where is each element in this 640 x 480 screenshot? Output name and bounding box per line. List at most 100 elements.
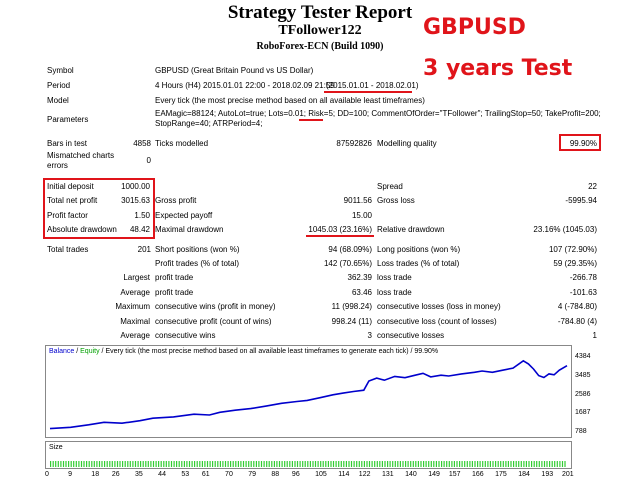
size-bar	[134, 461, 137, 467]
size-bar	[78, 461, 80, 467]
size-bar	[101, 461, 103, 467]
size-bar	[500, 461, 502, 467]
size-bar	[260, 461, 263, 467]
size-bar	[322, 461, 324, 467]
size-bar	[62, 461, 65, 467]
size-bar	[109, 461, 111, 467]
largest-loss: -266.78	[569, 273, 597, 282]
size-bar	[114, 461, 116, 467]
balance-line	[49, 359, 568, 430]
size-bar	[366, 461, 368, 467]
average2-label: Average	[120, 331, 150, 340]
size-bar	[513, 461, 515, 467]
symbol-label: Symbol	[47, 66, 74, 75]
legend-sep: /	[74, 348, 81, 355]
relative-drawdown-label: Relative drawdown	[377, 225, 445, 234]
expected-payoff: 15.00	[351, 211, 372, 220]
average-label: Average	[120, 288, 150, 297]
size-bar	[88, 461, 90, 467]
size-bar	[451, 461, 453, 467]
size-bar	[253, 461, 255, 467]
legend-equity: Equity	[80, 348, 100, 355]
total-trades-label: Total trades	[47, 245, 89, 254]
size-bar	[268, 461, 270, 467]
size-bar	[183, 461, 185, 467]
size-bar	[224, 461, 227, 467]
size-bar	[407, 461, 409, 467]
size-bar	[564, 461, 566, 467]
size-bar	[525, 461, 527, 467]
size-bar	[83, 461, 85, 467]
size-bar	[502, 461, 504, 467]
bars-label: Bars in test	[47, 139, 88, 148]
size-bar	[142, 461, 144, 467]
spread-value: 22	[588, 182, 597, 191]
y-tick-label: 2586	[575, 390, 591, 398]
long-positions: 107 (72.90%)	[548, 245, 597, 254]
size-bar	[237, 461, 239, 467]
size-bar	[152, 461, 155, 467]
size-bar	[358, 461, 360, 467]
size-bar	[446, 461, 448, 467]
size-bar	[314, 461, 317, 467]
size-bar	[232, 461, 234, 467]
size-bar	[510, 461, 512, 467]
size-bar	[312, 461, 314, 467]
size-bar	[194, 461, 196, 467]
symbol-value: GBPUSD (Great Britain Pound vs US Dollar…	[155, 66, 314, 75]
size-bar	[495, 461, 497, 467]
size-bar	[507, 461, 509, 467]
expected-payoff-label: Expected payoff	[155, 211, 213, 220]
size-bar	[98, 461, 101, 467]
x-tick-label: 53	[181, 471, 190, 478]
quality-highlight	[559, 134, 601, 151]
avg-cons-losses-label: consecutive losses	[377, 331, 445, 340]
size-bar	[399, 461, 401, 467]
max-cons-wins-label: consecutive wins (profit in money)	[155, 302, 276, 311]
x-tick-label: 122	[358, 471, 371, 478]
size-bar	[371, 461, 373, 467]
avg-cons-losses: 1	[592, 331, 597, 340]
x-tick-label: 193	[541, 471, 554, 478]
size-bar	[497, 461, 499, 467]
size-bar	[559, 461, 561, 467]
size-bar	[438, 461, 440, 467]
maximal-cons-profit-label: consecutive profit (count of wins)	[155, 317, 272, 326]
size-bar	[389, 461, 391, 467]
ticks-label: Ticks modelled	[155, 139, 209, 148]
size-bar	[309, 461, 311, 467]
size-bar	[379, 461, 381, 467]
legend-rest: / Every tick (the most precise method ba…	[99, 348, 439, 355]
maximal-drawdown: 1045.03 (23.16%)	[308, 225, 372, 234]
maximal-label: Maximal	[120, 317, 150, 326]
size-bar	[266, 461, 268, 467]
size-bar	[186, 461, 188, 467]
size-bar	[317, 461, 319, 467]
size-bar	[387, 461, 389, 467]
size-bar	[338, 461, 340, 467]
size-bar	[474, 461, 476, 467]
risk-underline	[299, 119, 323, 121]
x-tick-label: 61	[201, 471, 210, 478]
model-value: Every tick (the most precise method base…	[155, 96, 425, 105]
maximal-cons-loss-label: consecutive loss (count of losses)	[377, 317, 497, 326]
size-bar	[70, 461, 72, 467]
absolute-drawdown-label: Absolute drawdown	[47, 225, 117, 234]
x-tick-label: 79	[248, 471, 256, 478]
size-bar	[68, 461, 70, 467]
size-bar	[469, 461, 471, 467]
avg-cons-wins: 3	[367, 331, 372, 340]
absolute-drawdown: 48.42	[129, 225, 150, 234]
largest-loss-label: loss trade	[377, 273, 412, 282]
short-positions: 94 (68.09%)	[328, 245, 372, 254]
size-bar	[150, 461, 152, 467]
size-bar	[201, 461, 203, 467]
size-bar	[551, 461, 553, 467]
size-bar	[160, 461, 162, 467]
total-net-profit: 3015.63	[121, 196, 150, 205]
size-bar	[340, 461, 342, 467]
average-loss: -101.63	[569, 288, 597, 297]
size-bar	[415, 461, 417, 467]
report-title: Strategy Tester Report	[227, 2, 413, 23]
size-bar	[423, 461, 425, 467]
